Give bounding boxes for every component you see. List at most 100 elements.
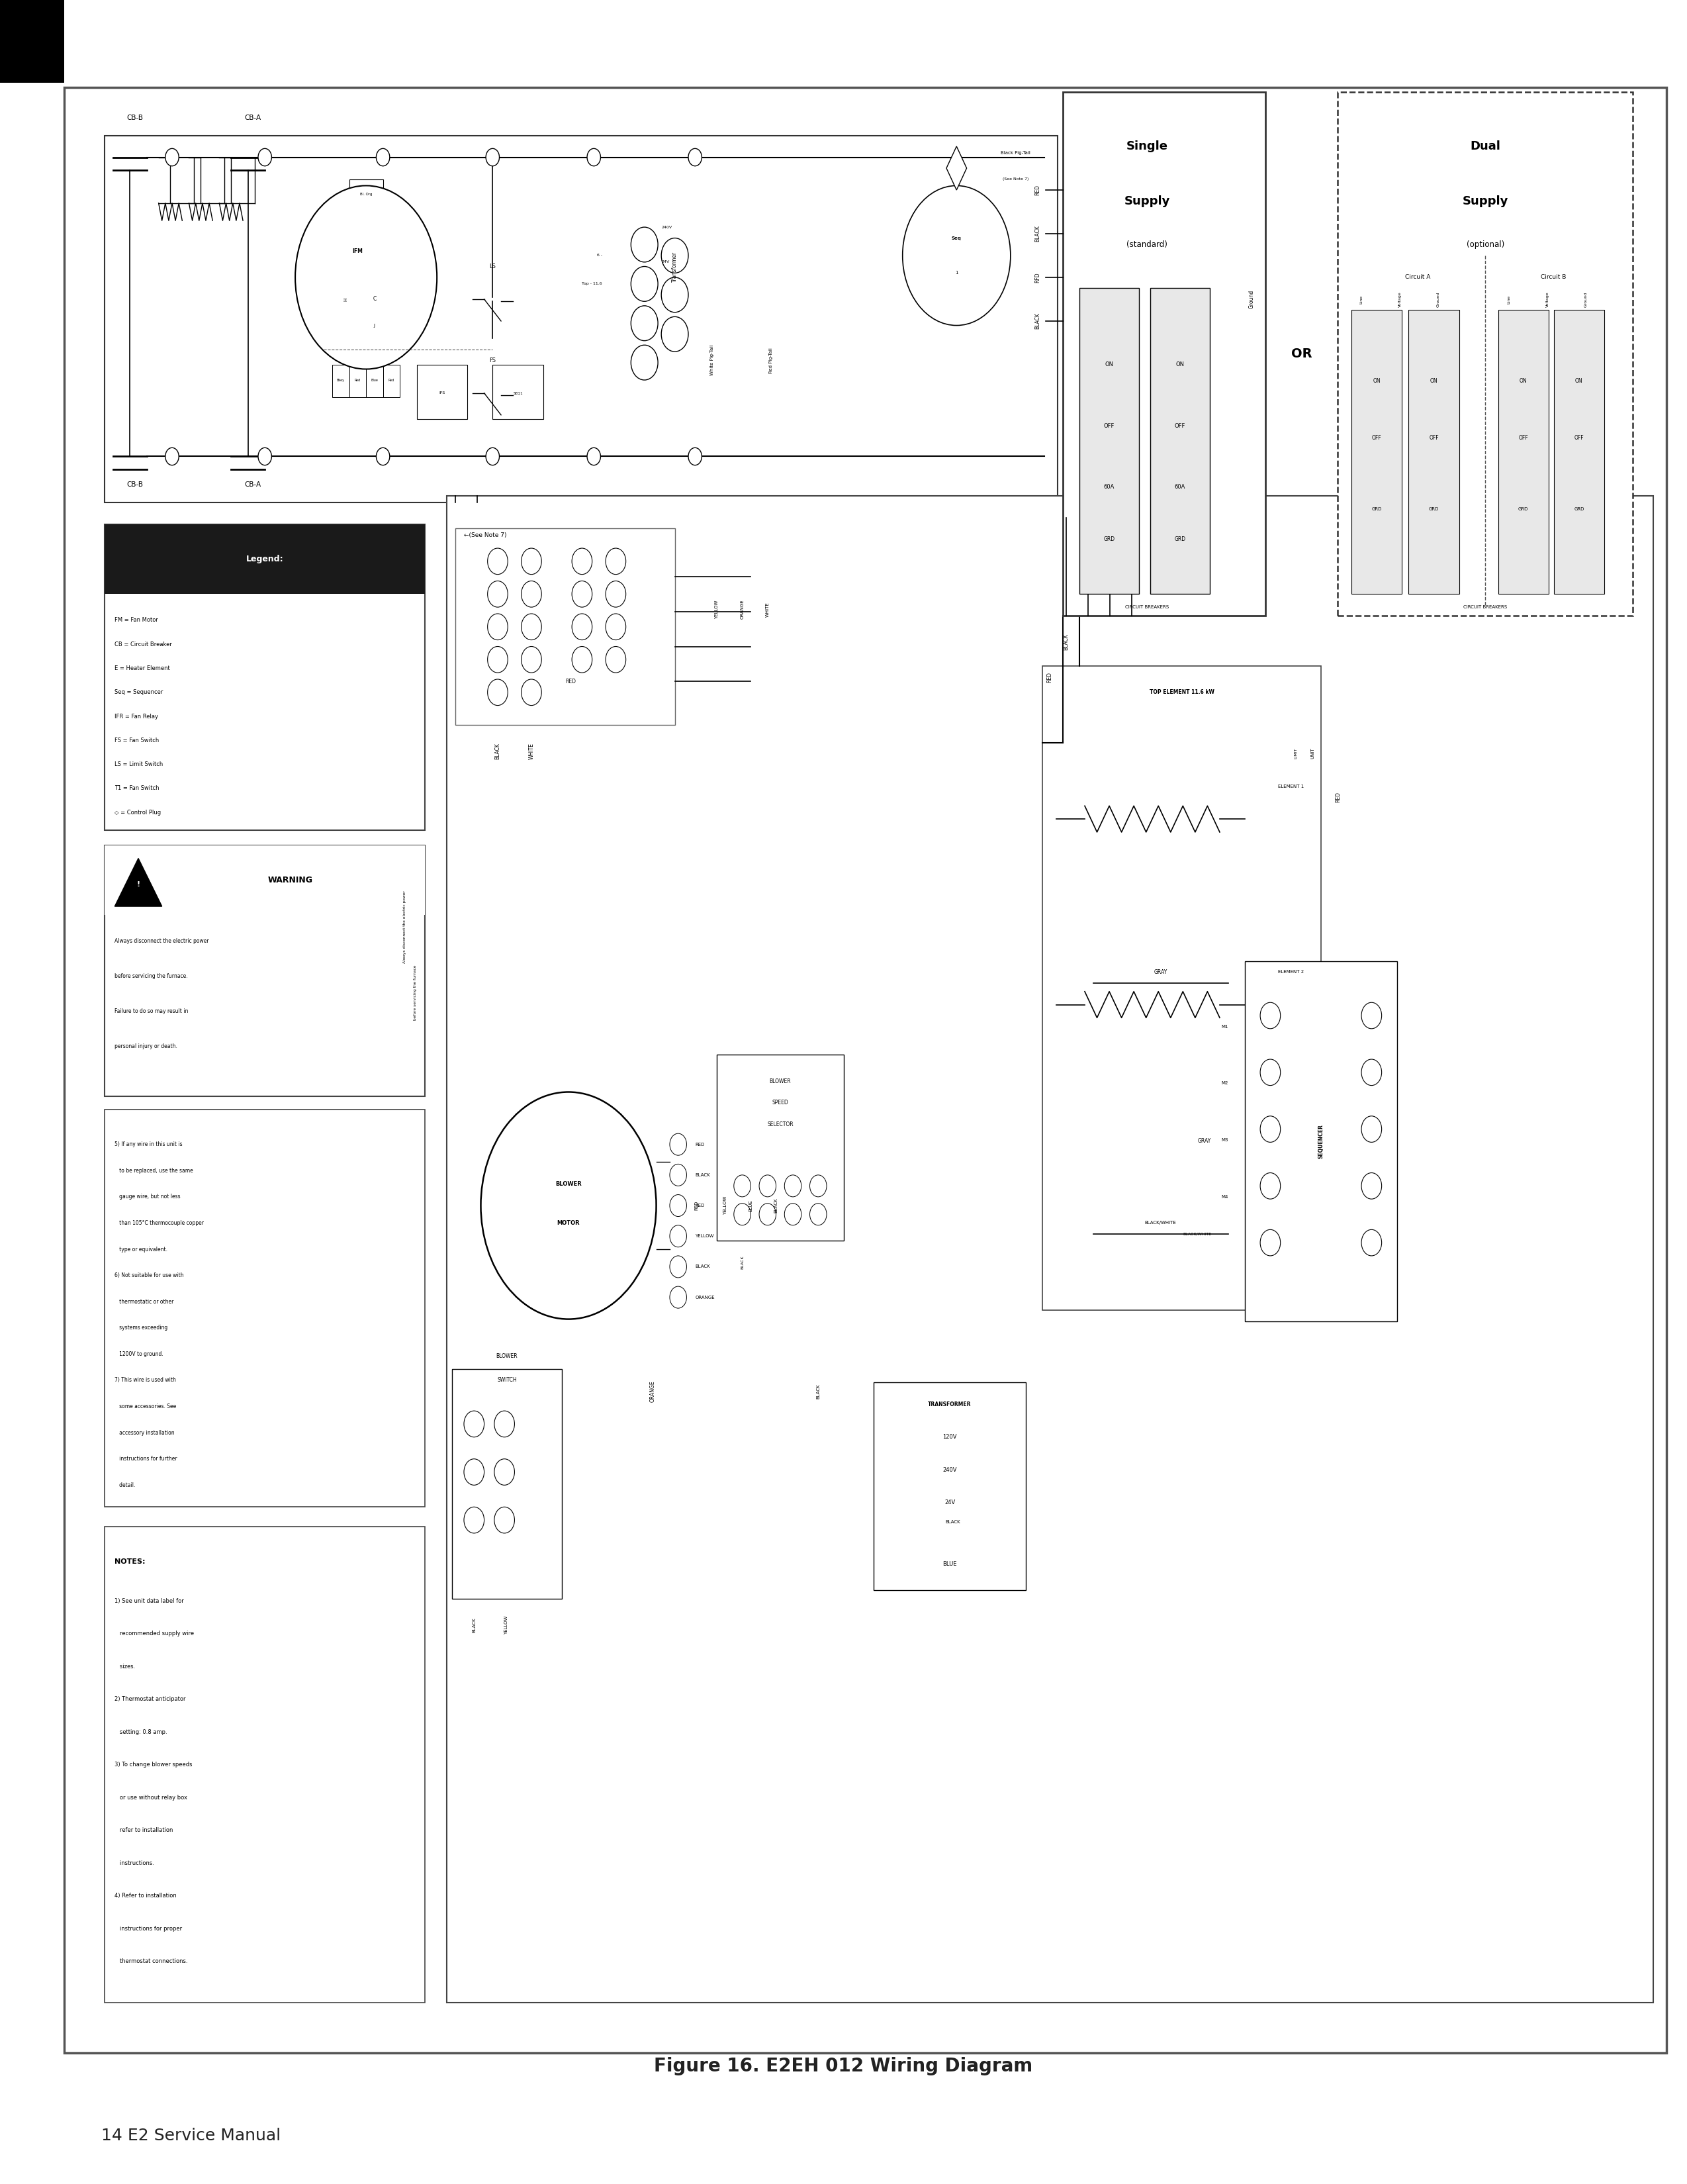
- Text: YELLOW: YELLOW: [504, 1616, 508, 1634]
- Circle shape: [606, 548, 626, 574]
- Text: WHITE: WHITE: [528, 743, 535, 760]
- Text: 24V: 24V: [661, 260, 670, 264]
- Circle shape: [464, 1411, 484, 1437]
- Circle shape: [488, 679, 508, 705]
- Text: before servicing the furnace: before servicing the furnace: [413, 965, 417, 1020]
- Polygon shape: [946, 146, 967, 190]
- Text: ORANGE: ORANGE: [741, 601, 744, 618]
- Text: YELLOW: YELLOW: [724, 1197, 727, 1214]
- Text: Bl. Org: Bl. Org: [359, 192, 373, 197]
- Text: ON: ON: [1176, 363, 1184, 367]
- Circle shape: [521, 581, 542, 607]
- Bar: [1080, 288, 1139, 594]
- Text: some accessories. See: some accessories. See: [115, 1404, 177, 1409]
- Text: RED: RED: [1034, 186, 1041, 194]
- Text: Ground: Ground: [1584, 290, 1587, 308]
- Text: H: H: [344, 297, 348, 301]
- Text: RED: RED: [565, 679, 575, 684]
- Bar: [0, 0, 64, 83]
- Circle shape: [606, 614, 626, 640]
- Text: BLACK: BLACK: [1034, 225, 1041, 242]
- Text: Circuit A: Circuit A: [1405, 275, 1431, 280]
- Circle shape: [661, 277, 688, 312]
- Circle shape: [464, 1507, 484, 1533]
- Text: Supply: Supply: [1124, 194, 1171, 207]
- Text: ON: ON: [1576, 378, 1582, 384]
- Text: OFF: OFF: [1174, 424, 1186, 428]
- Text: RED: RED: [1046, 673, 1053, 681]
- Circle shape: [376, 448, 390, 465]
- Text: CB-A: CB-A: [245, 480, 261, 489]
- Text: Red: Red: [354, 378, 361, 382]
- Text: M4: M4: [1221, 1195, 1228, 1199]
- Text: TOP ELEMENT 11.6 kW: TOP ELEMENT 11.6 kW: [1149, 690, 1215, 695]
- Bar: [1338, 92, 1633, 616]
- Text: OFF: OFF: [1372, 435, 1382, 441]
- Circle shape: [587, 448, 601, 465]
- Text: Ground: Ground: [1437, 290, 1439, 308]
- Text: WARNING: WARNING: [268, 876, 312, 885]
- Text: CB-B: CB-B: [127, 114, 143, 122]
- Text: recommended supply wire: recommended supply wire: [115, 1631, 194, 1636]
- Text: E = Heater Element: E = Heater Element: [115, 666, 170, 670]
- Bar: [366, 365, 383, 397]
- Text: RED: RED: [1334, 793, 1341, 802]
- Text: BLACK/WHITE: BLACK/WHITE: [1145, 1221, 1176, 1225]
- Text: CB-A: CB-A: [245, 114, 261, 122]
- Text: OR: OR: [1291, 347, 1312, 360]
- Bar: [105, 845, 425, 1096]
- Circle shape: [784, 1203, 801, 1225]
- Text: CB-B: CB-B: [127, 480, 143, 489]
- Text: Seq = Sequencer: Seq = Sequencer: [115, 690, 164, 695]
- Text: Blue: Blue: [371, 378, 378, 382]
- Bar: [105, 524, 425, 830]
- Bar: [349, 179, 383, 212]
- Text: SEQ1: SEQ1: [513, 391, 523, 395]
- Text: Ground: Ground: [1248, 290, 1255, 308]
- Circle shape: [488, 646, 508, 673]
- Text: MOTOR: MOTOR: [557, 1221, 580, 1225]
- Circle shape: [464, 1459, 484, 1485]
- Circle shape: [606, 646, 626, 673]
- Text: GRAY: GRAY: [1198, 1138, 1211, 1144]
- Circle shape: [670, 1256, 687, 1278]
- Bar: [105, 135, 1058, 502]
- Circle shape: [258, 448, 272, 465]
- Text: refer to installation: refer to installation: [115, 1828, 174, 1832]
- Bar: [1554, 310, 1604, 594]
- Text: ←(See Note 7): ←(See Note 7): [464, 533, 506, 537]
- Text: GRD: GRD: [1174, 535, 1186, 542]
- Text: Failure to do so may result in: Failure to do so may result in: [115, 1009, 189, 1013]
- Circle shape: [661, 238, 688, 273]
- Bar: [447, 496, 1653, 2003]
- Text: Dual: Dual: [1471, 140, 1500, 153]
- Text: FS = Fan Switch: FS = Fan Switch: [115, 738, 159, 743]
- Text: ORANGE: ORANGE: [649, 1380, 656, 1402]
- Circle shape: [295, 186, 437, 369]
- Text: GRD: GRD: [1518, 507, 1528, 511]
- Circle shape: [670, 1286, 687, 1308]
- Text: SWITCH: SWITCH: [498, 1378, 516, 1382]
- Text: ON: ON: [1431, 378, 1437, 384]
- Circle shape: [494, 1507, 515, 1533]
- Text: detail.: detail.: [115, 1483, 135, 1487]
- Text: thermostat connections.: thermostat connections.: [115, 1959, 187, 1963]
- Text: 5) If any wire in this unit is: 5) If any wire in this unit is: [115, 1142, 182, 1147]
- Bar: [1063, 92, 1265, 616]
- Text: systems exceeding: systems exceeding: [115, 1326, 167, 1330]
- Text: BLACK: BLACK: [946, 1520, 960, 1524]
- Text: Voltage: Voltage: [1545, 290, 1549, 308]
- Bar: [1409, 310, 1459, 594]
- Circle shape: [572, 614, 592, 640]
- Text: NOTES:: NOTES:: [115, 1557, 145, 1566]
- Circle shape: [486, 448, 499, 465]
- Text: CIRCUIT BREAKERS: CIRCUIT BREAKERS: [1464, 605, 1506, 609]
- Bar: [105, 1109, 425, 1507]
- Bar: [1498, 310, 1549, 594]
- Text: RFD: RFD: [1034, 273, 1041, 282]
- Text: GRD: GRD: [1574, 507, 1584, 511]
- Text: Voltage: Voltage: [1399, 290, 1402, 308]
- Text: IFR = Fan Relay: IFR = Fan Relay: [115, 714, 159, 719]
- Text: BLUE: BLUE: [749, 1199, 752, 1212]
- Text: TRANSFORMER: TRANSFORMER: [928, 1402, 972, 1406]
